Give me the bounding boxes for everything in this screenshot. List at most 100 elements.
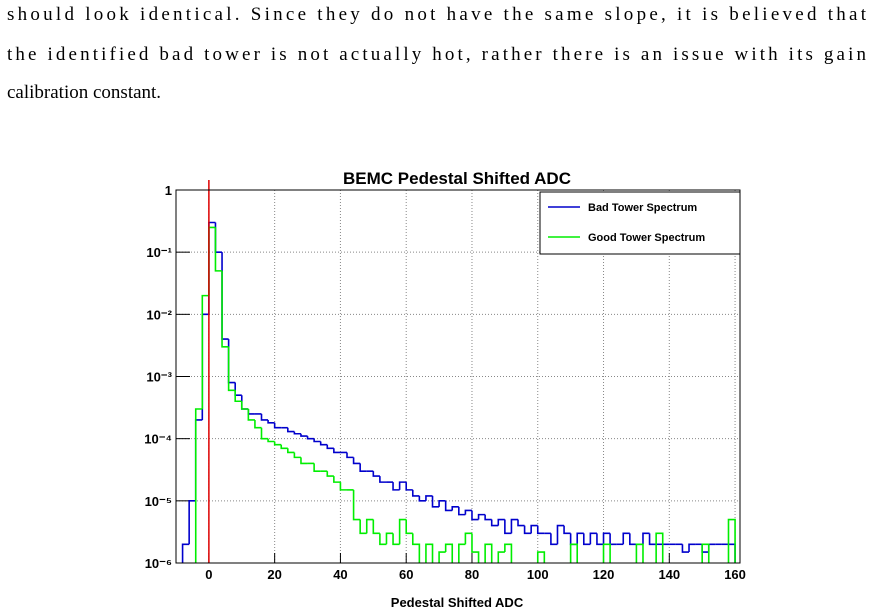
histogram-bin: [504, 519, 512, 535]
histogram-bin: [260, 413, 269, 421]
histogram-bin: [727, 518, 736, 563]
histogram-bin: [405, 519, 413, 535]
histogram-bin: [602, 532, 611, 545]
histogram-bin: [359, 463, 367, 472]
histogram-bin: [188, 500, 196, 545]
histogram-bin: [293, 452, 301, 459]
histogram-bin: [379, 533, 387, 546]
y-tick-label: 10⁻⁴: [144, 432, 172, 447]
y-tick-label: 10⁻⁵: [145, 494, 172, 509]
histogram-bin: [227, 346, 236, 392]
histogram-bin: [464, 509, 472, 515]
x-tick-label: 120: [593, 567, 615, 582]
histogram-bin: [418, 495, 426, 502]
histogram-bin: [300, 433, 308, 437]
histogram-bin: [444, 543, 454, 563]
histogram-bin: [497, 518, 505, 526]
histogram-bin: [398, 481, 407, 490]
histogram-bin: [550, 533, 558, 546]
histogram-bin: [484, 543, 493, 563]
histogram-bin: [280, 444, 288, 450]
histogram-bin: [379, 476, 387, 483]
histogram-bin: [181, 543, 190, 563]
histogram-bin: [333, 448, 341, 454]
histogram-bin: [602, 543, 611, 563]
histogram-bin: [247, 409, 255, 421]
histogram-bin: [431, 495, 440, 508]
histogram-bin: [510, 518, 519, 534]
histogram-bin: [300, 457, 308, 465]
histogram-bin: [333, 476, 341, 483]
paragraph-line: calibration constant.: [7, 82, 161, 103]
histogram-bin: [313, 463, 321, 472]
histogram-bin: [569, 543, 579, 563]
histogram-bin: [352, 457, 361, 465]
paragraph-line: the identified bad tower is not actually…: [7, 44, 866, 65]
histogram-bin: [471, 533, 480, 563]
histogram-bin: [392, 482, 400, 491]
histogram-bin: [464, 532, 472, 545]
histogram-bin: [438, 551, 446, 563]
histogram-bin: [267, 438, 275, 443]
histogram-bin: [254, 419, 262, 429]
legend-label: Good Tower Spectrum: [588, 232, 705, 244]
histogram-bin: [582, 533, 591, 546]
histogram-bin: [339, 482, 348, 491]
y-tick-label: 10⁻²: [146, 307, 172, 322]
histogram-bin: [471, 510, 479, 521]
histogram-bin: [201, 294, 209, 410]
x-tick-label: 80: [465, 567, 479, 582]
histogram-bin: [287, 448, 295, 454]
x-tick-label: 40: [333, 567, 347, 582]
x-tick-label: 160: [724, 567, 746, 582]
histogram-bin: [451, 506, 459, 511]
histogram-bin: [504, 543, 513, 563]
histogram-bin: [635, 543, 644, 563]
y-tick-label: 1: [165, 183, 172, 198]
histogram-bin: [411, 533, 421, 563]
histogram-bin: [359, 519, 367, 535]
paragraph-line: should look identical. Since they do not…: [7, 4, 867, 25]
histogram-bin: [234, 390, 242, 403]
histogram-bin: [326, 471, 334, 477]
histogram-bin: [287, 427, 295, 433]
histogram-bin: [385, 532, 394, 545]
y-tick-label: 10⁻³: [146, 370, 172, 385]
histogram-bin: [589, 532, 597, 545]
histogram-bin: [273, 441, 282, 446]
histogram-bin: [326, 444, 334, 450]
x-tick-label: 140: [658, 567, 680, 582]
histogram-bin: [536, 525, 545, 535]
histogram-bin: [365, 518, 374, 534]
histogram-bin: [273, 422, 282, 429]
x-tick-label: 100: [527, 567, 549, 582]
histogram-bin: [655, 532, 664, 563]
histogram-bin: [681, 544, 690, 553]
histogram-bin: [688, 543, 696, 553]
histogram-bin: [458, 543, 466, 563]
plot-border: [175, 189, 741, 564]
histogram-bin: [556, 524, 565, 545]
y-tick-label: 10⁻⁶: [145, 556, 172, 571]
histogram-bin: [701, 543, 710, 563]
histogram-bin: [352, 489, 361, 521]
histogram-bin: [497, 551, 505, 563]
histogram-bin: [260, 427, 269, 440]
histogram-bin: [642, 532, 650, 545]
histogram-bin: [346, 452, 354, 459]
legend-box: [539, 191, 741, 255]
histogram-bin: [372, 519, 380, 535]
histogram-bin: [425, 495, 433, 501]
x-tick-label: 20: [267, 567, 281, 582]
histogram-bin: [458, 506, 466, 516]
y-tick-label: 10⁻¹: [146, 245, 172, 260]
x-tick-label: 0: [205, 567, 212, 582]
histogram-bin: [648, 533, 657, 546]
histogram-bin: [425, 543, 434, 563]
histogram-bin: [523, 525, 532, 535]
histogram-bin: [293, 431, 301, 435]
histogram-bin: [411, 489, 420, 497]
histogram-bin: [240, 401, 249, 410]
histogram-bin: [477, 513, 486, 520]
histogram-bin: [398, 518, 407, 545]
